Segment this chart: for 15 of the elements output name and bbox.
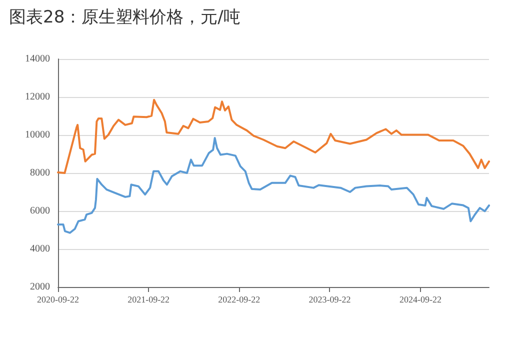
line-series [57, 137, 490, 234]
chart-title: 图表28：原生塑料价格，元/吨 [9, 8, 240, 28]
x-tick-label: 2023-09-22 [308, 294, 351, 304]
y-tick-label: 12000 [25, 92, 50, 102]
x-tick-label: 2021-09-22 [128, 294, 170, 304]
y-tick-label: 2000 [30, 282, 50, 292]
y-tick-label: 10000 [25, 130, 50, 140]
line-series [57, 98, 490, 174]
y-tick-label: 6000 [30, 206, 50, 216]
x-tick-label: 2022-09-22 [218, 294, 260, 304]
x-tick-label: 2020-09-22 [37, 294, 79, 304]
y-tick-label: 4000 [30, 244, 50, 254]
y-tick-label: 8000 [30, 168, 50, 178]
y-tick-label: 14000 [25, 54, 50, 64]
x-tick-label: 2024-09-22 [400, 294, 442, 304]
